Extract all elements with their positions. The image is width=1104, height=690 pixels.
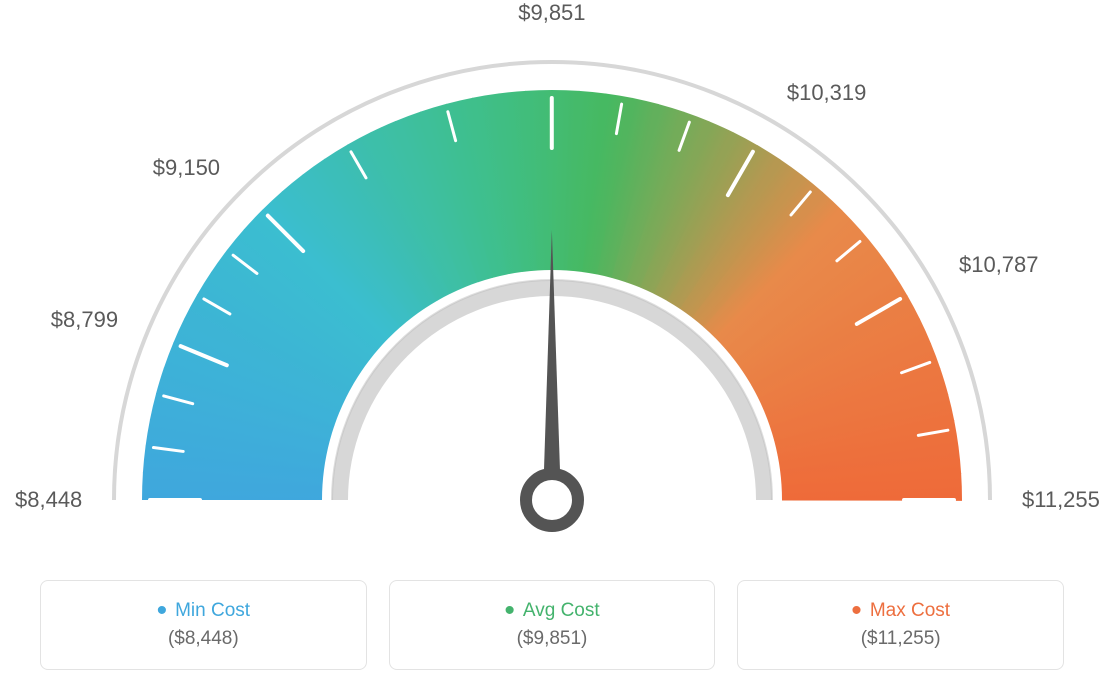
gauge-tick-label: $8,799 [51,307,118,333]
gauge-tick-label: $8,448 [15,487,82,513]
legend-title-min: Min Cost [157,600,250,622]
legend-value-avg: ($9,851) [517,628,588,650]
gauge-tick-label: $10,787 [959,252,1039,278]
gauge-tick-label: $11,255 [1022,487,1100,513]
gauge-tick-label: $9,150 [153,155,220,181]
legend-card-max: Max Cost ($11,255) [737,580,1064,670]
legend-card-min: Min Cost ($8,448) [40,580,367,670]
legend-title-max: Max Cost [851,600,950,622]
legend-card-avg: Avg Cost ($9,851) [389,580,716,670]
gauge-tick-label: $10,319 [787,80,867,106]
legend-title-avg: Avg Cost [504,600,599,622]
gauge-tick-label: $9,851 [518,0,585,26]
legend-row: Min Cost ($8,448) Avg Cost ($9,851) Max … [0,580,1104,670]
legend-value-min: ($8,448) [168,628,239,650]
legend-value-max: ($11,255) [861,628,941,650]
cost-gauge: $8,448 $8,799 $9,150 $9,851 $10,319 $10,787 $1… [0,0,1104,560]
gauge-svg [0,0,1104,560]
